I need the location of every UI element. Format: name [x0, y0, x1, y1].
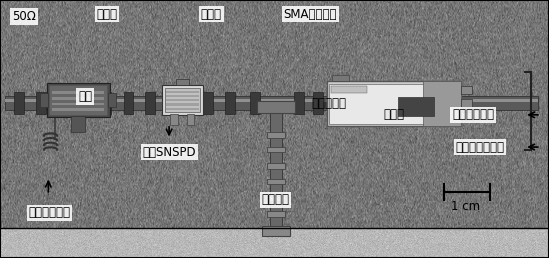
Bar — [36, 92, 46, 114]
Bar — [327, 81, 461, 126]
Text: SMA三通接头: SMA三通接头 — [283, 8, 337, 21]
Bar — [338, 92, 348, 114]
Bar — [71, 116, 85, 132]
Text: 50Ω: 50Ω — [12, 10, 36, 23]
Bar — [262, 226, 290, 236]
Bar — [461, 112, 472, 120]
Bar — [267, 132, 285, 138]
Bar — [294, 92, 304, 114]
Bar — [162, 85, 203, 115]
Bar — [203, 92, 213, 114]
Text: 电感: 电感 — [78, 90, 92, 103]
Text: 1 cm: 1 cm — [451, 200, 480, 213]
Text: 偏置器: 偏置器 — [97, 8, 117, 21]
Text: 直流偏置输入: 直流偏置输入 — [29, 206, 70, 219]
Bar — [187, 114, 194, 125]
Text: 放大器: 放大器 — [384, 108, 405, 121]
Bar — [313, 92, 323, 114]
Bar — [124, 92, 133, 114]
Bar — [331, 86, 367, 93]
Bar — [170, 114, 178, 125]
Bar — [166, 99, 199, 101]
Bar — [225, 92, 235, 114]
Bar — [423, 81, 461, 126]
Bar — [398, 97, 434, 116]
Bar — [267, 211, 285, 217]
Bar — [47, 83, 110, 117]
Text: 探测信号输出: 探测信号输出 — [452, 108, 494, 121]
Bar — [332, 75, 349, 81]
Bar — [166, 108, 199, 110]
Bar — [108, 93, 116, 107]
Bar — [55, 92, 65, 114]
Bar — [176, 79, 189, 85]
Bar — [267, 179, 285, 184]
Bar — [52, 91, 104, 94]
Bar — [267, 163, 285, 169]
Bar — [250, 92, 260, 114]
Text: 功分器: 功分器 — [201, 8, 222, 21]
Bar — [145, 92, 155, 114]
Text: 同轴反射线: 同轴反射线 — [312, 97, 347, 110]
Bar — [267, 196, 285, 201]
Bar — [5, 99, 538, 102]
Bar — [181, 92, 191, 114]
Bar — [166, 91, 199, 93]
Bar — [52, 97, 104, 100]
Bar — [49, 85, 107, 115]
Bar — [461, 99, 472, 107]
Bar — [360, 92, 369, 114]
Bar — [329, 84, 426, 124]
Text: 短路负载: 短路负载 — [261, 194, 290, 206]
Bar — [461, 86, 472, 94]
Text: 连接SNSPD: 连接SNSPD — [142, 146, 196, 159]
Bar — [165, 88, 200, 112]
Bar — [52, 108, 104, 111]
Text: 放大器电源偏置: 放大器电源偏置 — [455, 141, 505, 154]
Bar — [5, 96, 538, 110]
Bar — [267, 147, 285, 152]
Bar — [80, 92, 89, 114]
Bar — [270, 110, 282, 228]
Bar — [166, 95, 199, 97]
Bar — [257, 101, 295, 113]
Bar — [166, 103, 199, 106]
Bar — [52, 103, 104, 105]
Bar — [40, 93, 48, 107]
Bar — [14, 92, 24, 114]
Bar — [102, 92, 111, 114]
